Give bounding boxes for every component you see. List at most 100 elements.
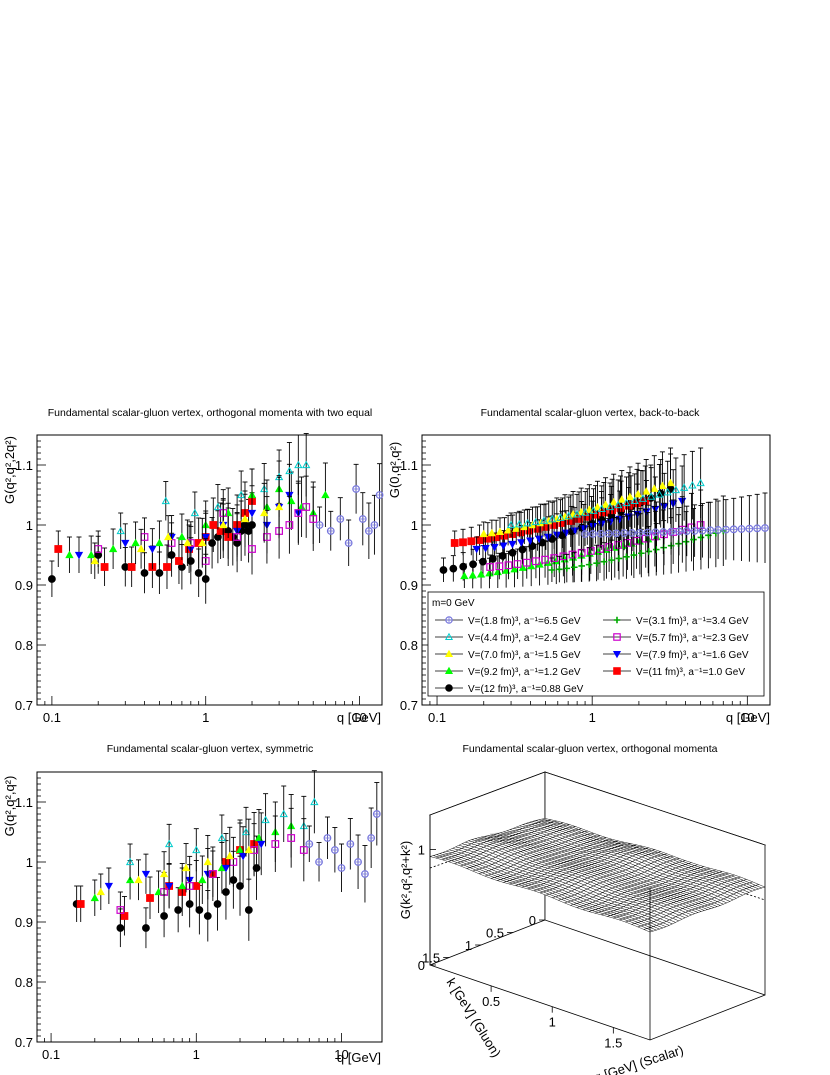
plot-frame xyxy=(421,434,771,706)
data-point xyxy=(183,538,192,547)
data-point xyxy=(539,516,549,524)
surface-mesh xyxy=(429,818,766,933)
data-point xyxy=(614,541,623,549)
legend-label: V=(9.2 fm)³, a⁻¹=1.2 GeV xyxy=(468,667,581,678)
data-point xyxy=(566,517,575,525)
data-point xyxy=(65,550,74,559)
data-point xyxy=(244,845,253,854)
panel-title: Fundamental scalar-gluon vertex, orthogo… xyxy=(462,743,717,755)
data-point xyxy=(663,487,672,496)
plot-frame xyxy=(36,434,383,706)
z-tick-label: 1 xyxy=(418,843,425,858)
data-point xyxy=(589,506,598,514)
data-point xyxy=(181,863,191,872)
data-point xyxy=(495,562,504,571)
data-point xyxy=(652,546,660,553)
data-point xyxy=(141,870,151,879)
data-point xyxy=(142,924,150,932)
data-point xyxy=(213,900,222,908)
data-point xyxy=(585,505,594,513)
data-point xyxy=(116,906,125,914)
data-point xyxy=(642,487,651,495)
data-point xyxy=(294,460,303,469)
y-tick-label: 1.1 xyxy=(15,458,33,473)
data-point xyxy=(506,520,516,529)
data-point xyxy=(615,555,623,562)
data-point xyxy=(203,857,212,866)
data-point xyxy=(90,556,99,565)
data-point xyxy=(104,882,114,891)
data-point xyxy=(321,490,330,499)
data-point xyxy=(548,514,557,523)
data-point xyxy=(523,518,532,527)
data-point xyxy=(622,498,631,507)
data-point xyxy=(522,558,531,567)
data-point xyxy=(508,540,517,549)
data-point xyxy=(240,514,250,523)
y-tick-label: 1 xyxy=(465,938,472,953)
data-point xyxy=(233,533,242,541)
data-point xyxy=(515,519,524,528)
data-point xyxy=(160,912,168,920)
data-point xyxy=(617,495,626,503)
data-point xyxy=(467,537,476,546)
data-point xyxy=(572,510,582,518)
data-point xyxy=(146,894,154,902)
data-point xyxy=(287,834,296,842)
panel-orthogonal-two-equal: Fundamental scalar-gluon vertex, orthogo… xyxy=(2,407,384,725)
data-point xyxy=(131,538,140,547)
data-point xyxy=(310,797,319,806)
x-tick-label: 1 xyxy=(589,710,596,725)
legend-label: V=(4.4 fm)³, a⁻¹=2.4 GeV xyxy=(468,633,581,644)
data-point xyxy=(121,563,130,571)
y-tick-label: 0 xyxy=(529,913,536,928)
data-point xyxy=(531,517,540,526)
legend-marker xyxy=(444,649,454,658)
data-point xyxy=(459,538,467,547)
data-point xyxy=(164,882,174,891)
y-axis-label: k [GeV] (Gluon) xyxy=(444,975,505,1060)
y-tick-label: 0.7 xyxy=(15,1035,33,1050)
data-point xyxy=(208,539,216,547)
data-point xyxy=(638,494,648,502)
data-point xyxy=(475,536,484,544)
data-point xyxy=(263,533,271,541)
data-point xyxy=(593,559,600,567)
x-tick-label: 1 xyxy=(549,1015,556,1030)
data-point xyxy=(309,515,318,523)
data-point xyxy=(618,541,628,549)
data-point xyxy=(238,852,248,861)
data-point xyxy=(195,906,204,914)
data-point xyxy=(299,846,308,854)
data-point xyxy=(279,809,288,818)
data-point xyxy=(696,478,705,487)
data-point xyxy=(666,478,675,487)
data-point xyxy=(254,833,264,842)
legend-label: V=(7.9 fm)³, a⁻¹=1.6 GeV xyxy=(636,650,749,661)
data-point xyxy=(161,496,170,505)
data-point xyxy=(501,566,511,574)
data-point xyxy=(252,864,261,872)
x-tick-label: 10 xyxy=(352,710,366,725)
x-tick-label: 1 xyxy=(193,1047,200,1062)
data-point xyxy=(302,503,311,511)
legend-label: V=(11 fm)³, a⁻¹=1.0 GeV xyxy=(636,667,745,678)
data-point xyxy=(121,539,130,548)
data-point xyxy=(248,545,256,553)
data-point xyxy=(476,570,486,578)
data-point xyxy=(203,912,212,920)
data-point xyxy=(486,563,495,571)
legend-header: m=0 GeV xyxy=(432,598,475,609)
data-point xyxy=(608,556,615,564)
x-tick-label: 10 xyxy=(740,710,754,725)
data-point xyxy=(630,496,639,505)
axes: 0.7 0.8 0.9 1 1.1 0.1 1 10 xyxy=(15,771,349,1062)
data-point xyxy=(517,539,526,547)
data-point xyxy=(510,564,519,573)
x-axis-label: q [GeV] xyxy=(337,1050,381,1065)
panel-title: Fundamental scalar-gluon vertex, symmetr… xyxy=(107,743,314,755)
legend-label: V=(1.8 fm)³, a⁻¹=6.5 GeV xyxy=(468,616,581,627)
data-point xyxy=(244,906,253,914)
data-point xyxy=(513,560,522,568)
data-point xyxy=(148,545,157,554)
